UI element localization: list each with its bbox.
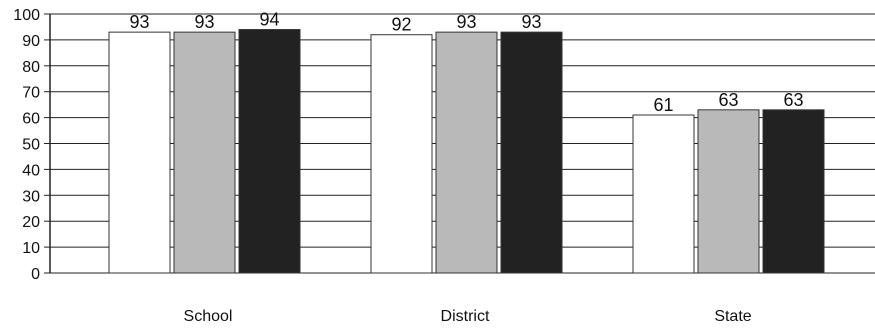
data-label: 93 — [194, 12, 214, 32]
bar — [435, 31, 498, 274]
y-tick-label: 60 — [22, 111, 40, 128]
y-tick-label: 20 — [22, 214, 40, 231]
data-label: 94 — [259, 10, 279, 30]
bar — [500, 31, 563, 274]
y-tick-label: 70 — [22, 85, 40, 102]
bar — [173, 31, 236, 274]
y-tick-label: 90 — [22, 33, 40, 50]
bar — [632, 114, 695, 274]
x-tick-label: District — [441, 308, 490, 325]
data-label: 63 — [783, 90, 803, 110]
x-tick-label: State — [714, 308, 751, 325]
data-label: 93 — [129, 12, 149, 32]
y-tick-label: 50 — [22, 137, 40, 154]
y-tick-label: 80 — [22, 59, 40, 76]
bar — [697, 109, 760, 274]
data-label: 93 — [456, 12, 476, 32]
x-axis: School District State — [184, 308, 752, 325]
data-label: 93 — [521, 12, 541, 32]
data-label: 92 — [391, 15, 411, 35]
y-axis: 0 10 20 30 40 50 60 70 80 90 100 — [13, 7, 51, 283]
data-labels: 93 93 94 92 93 93 61 63 63 — [129, 10, 803, 115]
y-tick-label: 0 — [31, 266, 40, 283]
y-tick-label: 30 — [22, 188, 40, 205]
data-label: 63 — [718, 90, 738, 110]
bar — [238, 29, 301, 274]
bar — [108, 31, 171, 274]
bars — [108, 29, 825, 274]
data-label: 61 — [653, 95, 673, 115]
bar — [370, 34, 433, 274]
y-tick-label: 100 — [13, 7, 40, 24]
bar — [762, 109, 825, 274]
y-tick-label: 10 — [22, 240, 40, 257]
x-tick-label: School — [184, 308, 233, 325]
y-tick-label: 40 — [22, 162, 40, 179]
